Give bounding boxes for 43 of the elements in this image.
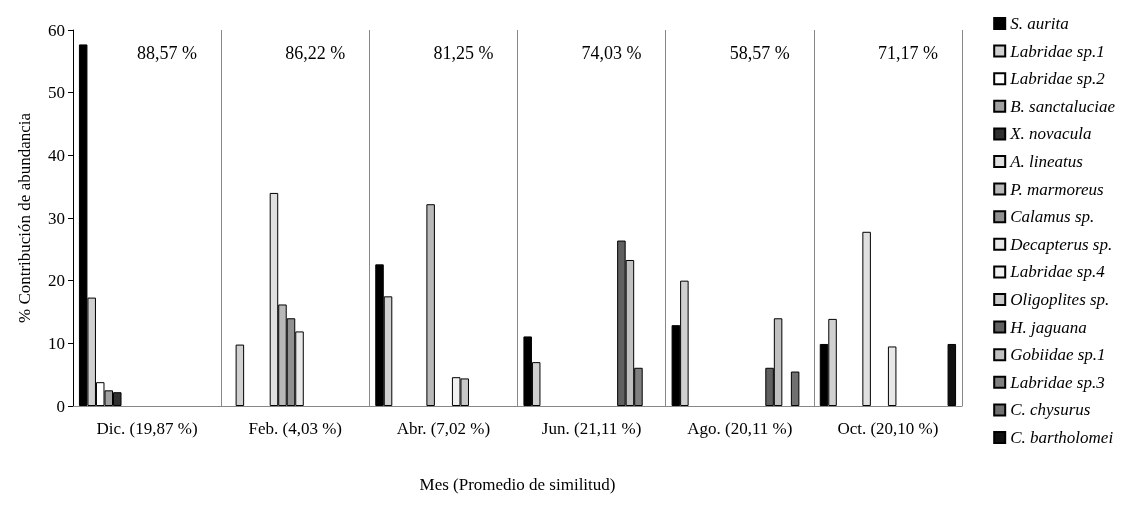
bar: [947, 343, 957, 406]
annotation: 71,17 %: [877, 43, 938, 63]
bar: [887, 346, 897, 406]
legend-label: Gobiidae sp.1: [1010, 345, 1106, 365]
legend-label: A. lineatus: [1009, 152, 1084, 171]
legend-label: S. aurita: [1010, 14, 1069, 33]
x-tick-label: Dic. (19,87 %): [96, 419, 198, 438]
bar: [235, 344, 245, 406]
y-axis-title: % Contribución de abundancia: [15, 112, 34, 324]
legend-label: Labridae sp.1: [1009, 41, 1105, 61]
y-tick-label: 50: [48, 83, 65, 103]
legend-label: C. chysurus: [1010, 400, 1091, 420]
y-tick-label: 0: [56, 396, 65, 416]
y-tick-label: 30: [48, 208, 65, 228]
x-axis-title: Mes (Promedio de similitud): [419, 475, 616, 494]
x-tick-label: Ago. (20,11 %): [687, 419, 793, 438]
y-tick-label: 20: [48, 271, 65, 291]
legend-label: Labridae sp.4: [1009, 262, 1106, 282]
legend-label: H. jaguana: [1009, 317, 1087, 337]
x-tick-label: Jun. (21,11 %): [541, 419, 642, 438]
annotation: 74,03 %: [581, 43, 642, 63]
legend-label: Oligoplites sp.: [1010, 290, 1110, 309]
legend-label: B. sanctaluciae: [1010, 96, 1116, 116]
annotation: 88,57 %: [137, 43, 198, 63]
y-tick-label: 40: [48, 145, 65, 165]
legend-label: P. marmoreus: [1009, 179, 1105, 199]
x-tick-label: Abr. (7,02 %): [396, 419, 491, 438]
y-tick-label: 10: [48, 333, 65, 353]
legend-label: C. bartholomei: [1010, 428, 1114, 447]
x-tick-label: Feb. (4,03 %): [248, 419, 342, 438]
annotation: 58,57 %: [729, 43, 790, 63]
x-tick-label: Oct. (20,10 %): [837, 419, 939, 438]
legend-label: Decapterus sp.: [1009, 234, 1113, 254]
legend-label: X. novacula: [1009, 124, 1092, 144]
legend-label: Labridae sp.2: [1009, 69, 1106, 89]
annotation: 81,25 %: [433, 43, 494, 63]
bar: [426, 204, 435, 406]
legend-label: Calamus sp.: [1010, 207, 1095, 227]
annotation: 86,22 %: [285, 43, 346, 63]
bar: [862, 231, 871, 406]
y-tick-label: 60: [48, 20, 65, 40]
bar: [790, 371, 800, 406]
legend-label: Labridae sp.3: [1009, 372, 1105, 392]
